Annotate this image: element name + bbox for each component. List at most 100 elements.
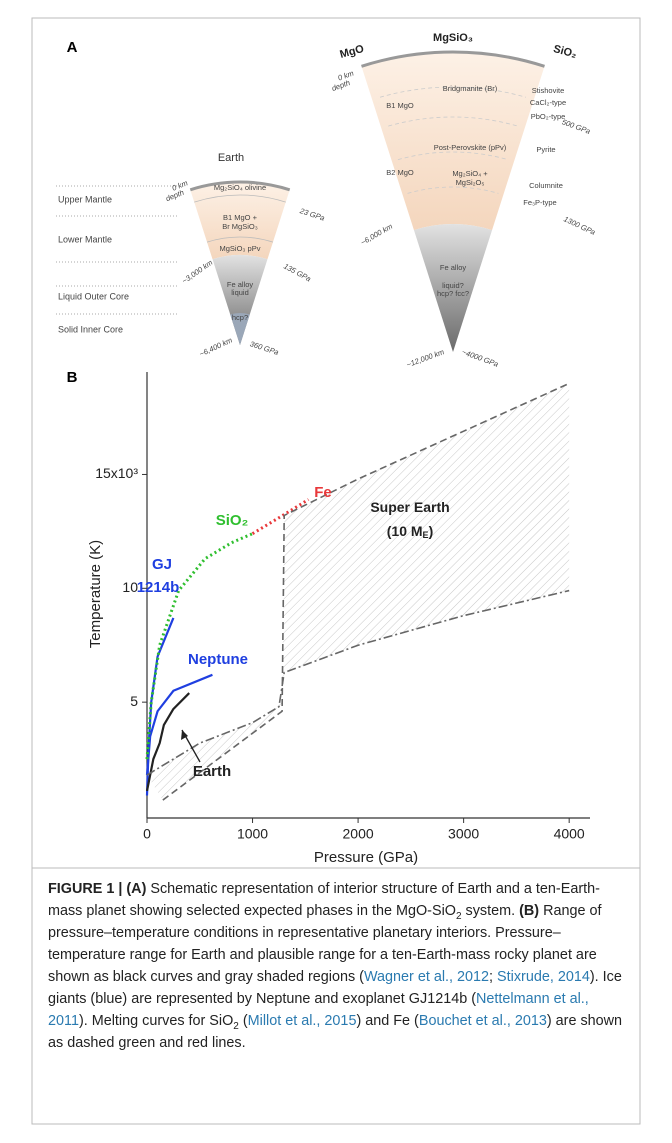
super-label: MgSi₂O₅ [456, 178, 485, 187]
super-core [413, 223, 493, 352]
layer-label: Lower Mantle [58, 234, 112, 244]
annotation: (10 ME) [387, 523, 433, 541]
caption-text: ; [489, 969, 498, 985]
caption-text: ). Ice giants (blue) are represented by … [48, 969, 622, 1007]
earth-label: Fe alloy [227, 280, 254, 289]
shaded-region [147, 383, 570, 801]
super-mantle [361, 51, 545, 231]
x-axis-label: Pressure (GPa) [314, 849, 418, 866]
earth-label: ~6,400 km [198, 335, 234, 358]
x-tick-label: 1000 [237, 826, 268, 842]
citation-link[interactable]: Stixrude, 2014 [497, 969, 590, 985]
series-label: SiO₂ [216, 512, 249, 529]
annotation-part: Super Earth [370, 499, 449, 515]
super-label: depth [330, 78, 351, 93]
x-tick-label: 3000 [448, 826, 479, 842]
series-label: Earth [193, 763, 231, 780]
super-label: liquid? [442, 281, 464, 290]
earth-label: MgSiO₃ pPv [220, 244, 261, 253]
layer-boundary [206, 236, 274, 243]
series-line [145, 692, 190, 792]
earth-title: Earth [218, 152, 244, 164]
earth-label: liquid [231, 288, 249, 297]
super-label: Fe₃P-type [523, 198, 556, 207]
super-label: CaCl₂-type [530, 98, 566, 107]
layer-label: Solid Inner Core [58, 324, 123, 334]
column-label: MgO [339, 43, 366, 61]
annotation: Super Earth [370, 499, 449, 515]
series-label: 1214b [137, 579, 180, 596]
earth-label: 135 GPa [282, 262, 312, 284]
series-line [162, 382, 570, 801]
phase-boundary [379, 86, 527, 98]
y-tick-label: 15x10³ [95, 465, 138, 481]
layer-label: Upper Mantle [58, 194, 112, 204]
super-label: Mg₂SiO₄ + [452, 169, 488, 178]
caption-text: 2 [233, 1020, 239, 1032]
panel-label: B [67, 369, 78, 386]
caption-text: 2 [455, 910, 462, 922]
super-label: ~4000 GPa [461, 347, 500, 369]
super-label: PbO₂-type [531, 112, 566, 121]
y-tick-label: 5 [130, 693, 138, 709]
super-label: Pyrite [536, 145, 555, 154]
earth-label: Br MgSiO₃ [222, 222, 258, 231]
super-label: ~6,000 km [359, 222, 394, 247]
super-label: hcp? fcc? [437, 289, 469, 298]
earth-label: Mg₂SiO₄ olivine [214, 183, 266, 192]
caption-text: ) and Fe ( [356, 1013, 419, 1029]
citation-link[interactable]: Millot et al., 2015 [247, 1013, 357, 1029]
earth-label: 23 GPa [298, 206, 326, 223]
caption-text: Range of pressure–temperature conditions… [48, 903, 602, 985]
earth-label: hcp? [232, 313, 248, 322]
caption-text: (B) [519, 903, 540, 919]
x-tick-label: 2000 [343, 826, 374, 842]
annotation-part: (10 M [387, 523, 423, 539]
super-label: ~12,000 km [405, 347, 445, 369]
super-label: Bridgmanite (Br) [443, 84, 498, 93]
earth-inner-core [230, 313, 250, 345]
earth-surface [189, 180, 291, 192]
citation-link[interactable]: Wagner et al., 2012 [363, 969, 490, 985]
earth-label: 360 GPa [249, 339, 280, 357]
annotation-part: ) [429, 523, 434, 539]
phase-boundary [397, 151, 509, 161]
annotation-part: E [423, 530, 429, 540]
super-label: B2 MgO [386, 168, 414, 177]
series-label: GJ [152, 556, 172, 573]
x-tick-label: 4000 [554, 826, 585, 842]
y-tick-label: 10 [122, 579, 138, 595]
column-label: SiO₂ [552, 43, 578, 61]
column-label: MgSiO₃ [433, 32, 473, 44]
earth-label: ~3,000 km [180, 258, 214, 286]
caption-text: ). Melting curves for SiO [78, 1013, 234, 1029]
caption-text: Schematic representation of interior str… [48, 881, 600, 919]
series-line [251, 498, 310, 535]
figure-frame [31, 17, 641, 1125]
phase-boundary [388, 116, 518, 127]
layer-label: Liquid Outer Core [58, 291, 129, 301]
caption: FIGURE 1 | (A) Schematic representation … [48, 878, 632, 1054]
earth-label: depth [164, 188, 185, 203]
series-label: Neptune [188, 651, 248, 668]
earth-label: B1 MgO + [223, 213, 258, 222]
citation-link[interactable]: Nettelmann et al., 2011 [48, 991, 589, 1029]
super-label: 1300 GPa [562, 214, 596, 236]
super-label: Post-Perovskite (pPv) [434, 143, 507, 152]
super-surface [361, 50, 545, 68]
panel-label: A [67, 39, 78, 56]
caption-text: system. [461, 903, 520, 919]
series-line [145, 673, 213, 776]
super-label: Stishovite [532, 86, 565, 95]
earth-core [212, 255, 268, 345]
super-label: 500 GPa [561, 117, 592, 136]
x-tick-label: 0 [143, 826, 151, 842]
super-label: B1 MgO [386, 101, 414, 110]
caption-text: ) are shown as dashed green and red line… [48, 1013, 623, 1051]
layer-boundary [194, 194, 286, 203]
super-label: Fe alloy [440, 263, 467, 272]
citation-link[interactable]: Bouchet et al., 2013 [418, 1013, 547, 1029]
caption-text: FIGURE 1 | (A) [48, 881, 147, 897]
